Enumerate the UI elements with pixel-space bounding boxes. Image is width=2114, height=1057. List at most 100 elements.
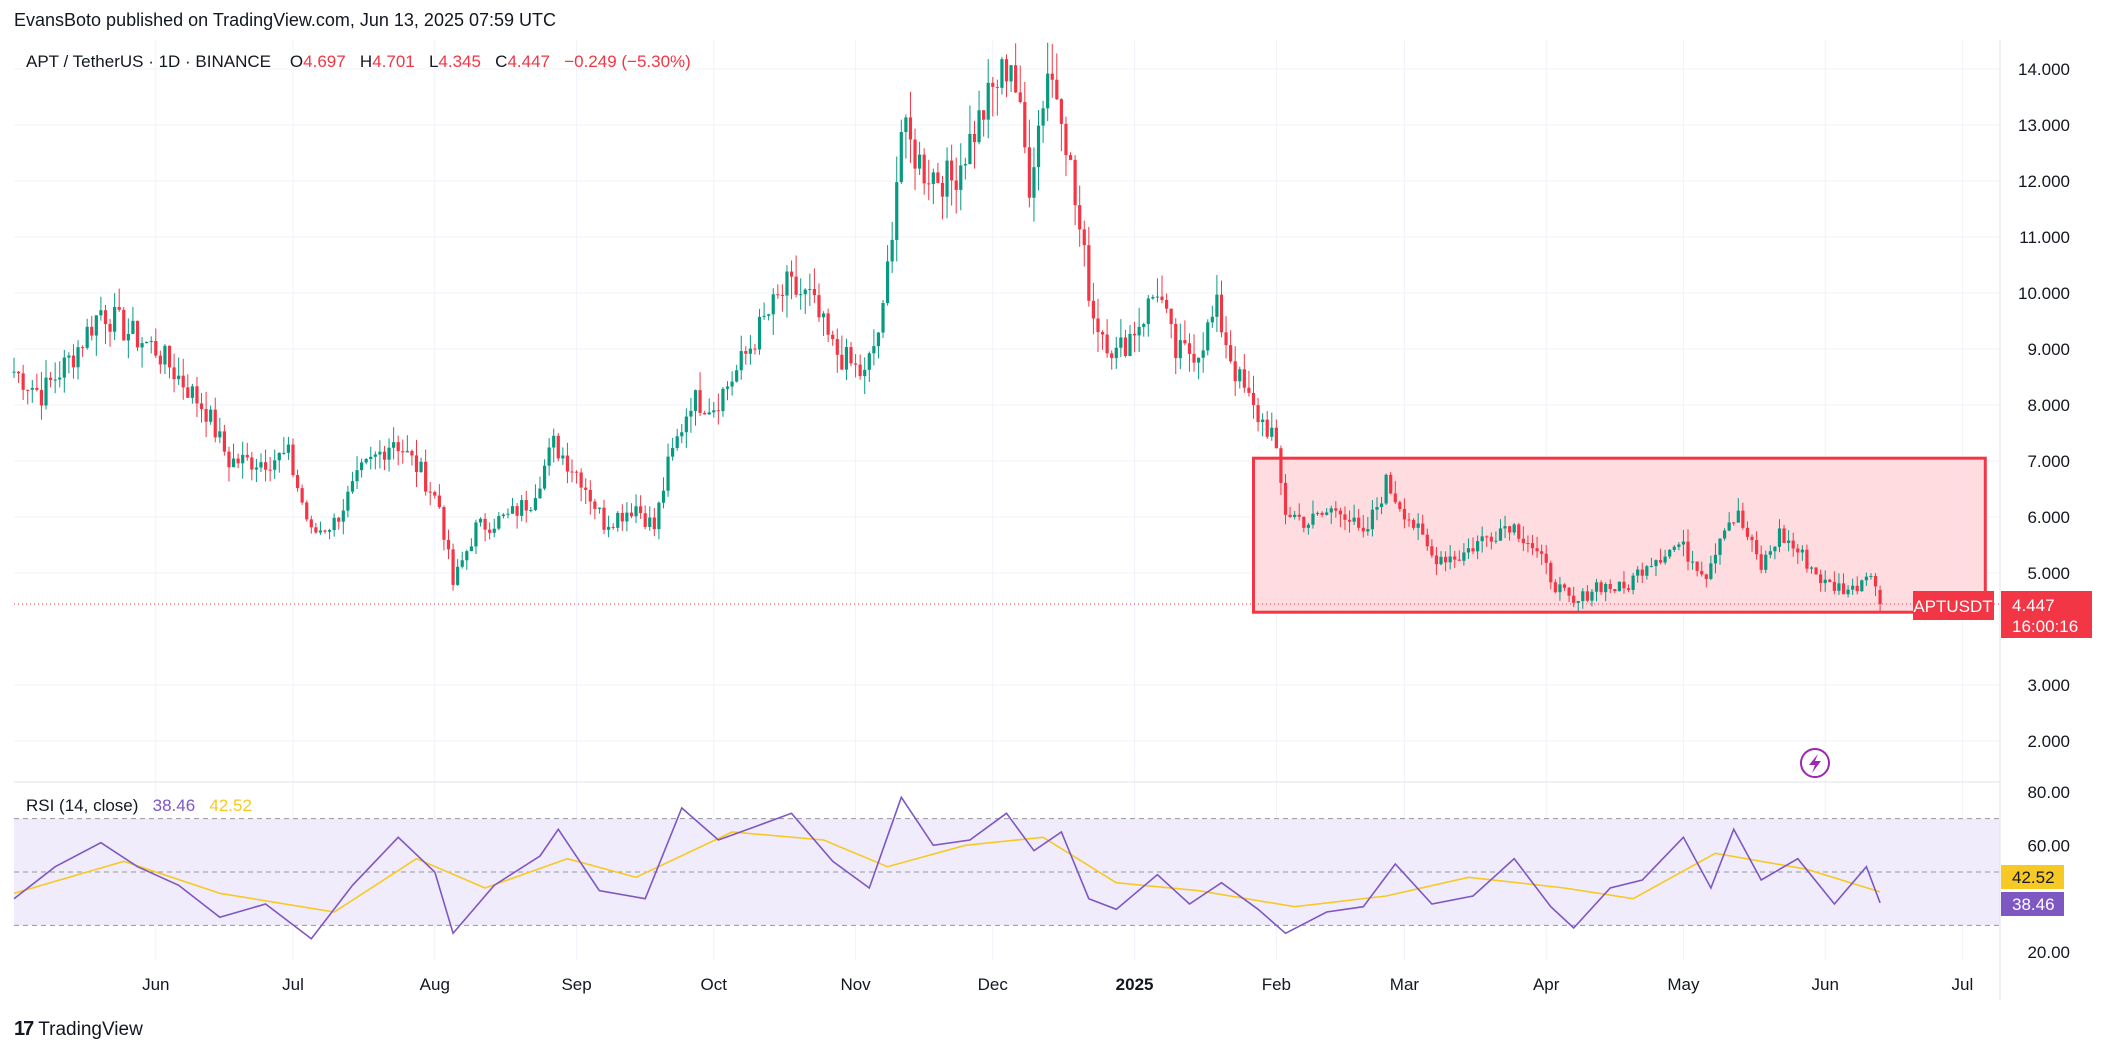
- candle-body: [1311, 513, 1315, 525]
- candle: [1649, 557, 1654, 568]
- candle-body: [364, 459, 368, 463]
- candle: [1366, 516, 1370, 536]
- candle: [204, 391, 208, 438]
- candle: [1064, 116, 1068, 177]
- candle: [291, 438, 295, 478]
- candle-body: [1032, 167, 1036, 198]
- candle: [1430, 539, 1434, 558]
- candle-body: [918, 154, 922, 169]
- y-tick-label: 14.000: [2018, 60, 2070, 79]
- candle-body: [520, 500, 524, 516]
- candle-body: [1265, 419, 1269, 437]
- candle: [1727, 512, 1731, 532]
- candle-body: [574, 471, 579, 473]
- candle-body: [675, 436, 679, 448]
- candle: [1128, 325, 1132, 357]
- candle-body: [844, 347, 849, 370]
- candle: [913, 128, 917, 191]
- candle: [762, 302, 766, 320]
- candle-body: [282, 452, 286, 454]
- candle-body: [1283, 482, 1288, 515]
- candle: [442, 505, 446, 551]
- candle-body: [67, 355, 71, 358]
- candle-body: [885, 261, 890, 304]
- candle-body: [510, 506, 515, 514]
- candle-body: [593, 501, 597, 509]
- candle-body: [895, 182, 899, 240]
- price-axis[interactable]: 14.000 13.000 12.000 11.000 10.000 9.000 8.000…: [2018, 60, 2070, 751]
- time-axis[interactable]: Jun Jul Aug Sep Oct Nov Dec 2025 Feb Mar Apr May Jun…: [142, 975, 1973, 994]
- candle: [21, 364, 25, 400]
- symbol-title[interactable]: APT / TetherUS · 1D · BINANCE: [26, 52, 271, 71]
- candle: [794, 255, 798, 298]
- candle: [1361, 514, 1365, 538]
- candle: [1137, 307, 1141, 352]
- candle-body: [1087, 245, 1091, 301]
- candle-body: [1855, 585, 1859, 592]
- candle-body: [1123, 337, 1128, 356]
- x-tick-label: Feb: [1262, 975, 1291, 994]
- candle: [1293, 511, 1297, 520]
- candle: [1631, 572, 1635, 595]
- candle-body: [1343, 514, 1347, 520]
- candle-body: [1594, 582, 1599, 592]
- candle-body: [1183, 340, 1187, 344]
- candle: [940, 175, 945, 220]
- candle-body: [1407, 519, 1411, 521]
- candle-body: [1352, 517, 1356, 522]
- candle-body: [1686, 541, 1690, 562]
- candle-body: [1457, 559, 1461, 561]
- candle: [241, 441, 245, 479]
- rsi-title[interactable]: RSI (14, close): [26, 796, 139, 815]
- candle: [222, 424, 226, 456]
- candle-body: [1736, 510, 1740, 523]
- candle: [382, 445, 387, 471]
- candle: [71, 344, 76, 379]
- rsi-axis[interactable]: 80.00 60.00 20.00: [2027, 783, 2070, 962]
- candle: [538, 476, 542, 500]
- candle-body: [199, 403, 204, 410]
- candle-body: [360, 462, 364, 471]
- lightning-icon[interactable]: [1800, 748, 1830, 778]
- candle-body: [1274, 427, 1278, 449]
- candle: [1256, 397, 1260, 432]
- candle-body: [671, 447, 675, 457]
- candle-body: [1315, 512, 1320, 514]
- candle: [1508, 525, 1512, 541]
- candle: [497, 512, 501, 531]
- candle-body: [1553, 582, 1557, 593]
- candle: [346, 485, 350, 518]
- tradingview-brand[interactable]: 17 TradingView: [14, 1018, 143, 1041]
- x-tick-label: 2025: [1116, 975, 1154, 994]
- candle-body: [442, 507, 446, 540]
- candle-body: [1027, 147, 1031, 198]
- candle-body: [94, 315, 98, 336]
- candle-body: [881, 303, 885, 333]
- candle: [1036, 110, 1041, 191]
- candle: [172, 353, 176, 393]
- candle: [501, 513, 505, 519]
- candle: [254, 458, 259, 483]
- candle: [76, 340, 80, 380]
- candle-body: [149, 340, 153, 342]
- candle-body: [387, 447, 391, 460]
- candle-body: [533, 498, 538, 510]
- candle-body: [1773, 546, 1777, 552]
- candle-body: [1100, 332, 1105, 335]
- candle-body: [982, 110, 986, 120]
- candle-body: [1110, 353, 1114, 359]
- candle: [1087, 226, 1091, 307]
- candle: [58, 361, 62, 388]
- candle-body: [1768, 551, 1772, 555]
- candle: [195, 376, 199, 418]
- candle: [1558, 576, 1562, 601]
- candle: [986, 59, 990, 139]
- candle: [1311, 500, 1315, 529]
- candle: [1837, 573, 1841, 595]
- candle: [1704, 573, 1708, 588]
- candle-body: [1558, 584, 1562, 593]
- candle-body: [1224, 332, 1228, 346]
- candle-body: [1690, 561, 1695, 563]
- candle-body: [300, 488, 304, 503]
